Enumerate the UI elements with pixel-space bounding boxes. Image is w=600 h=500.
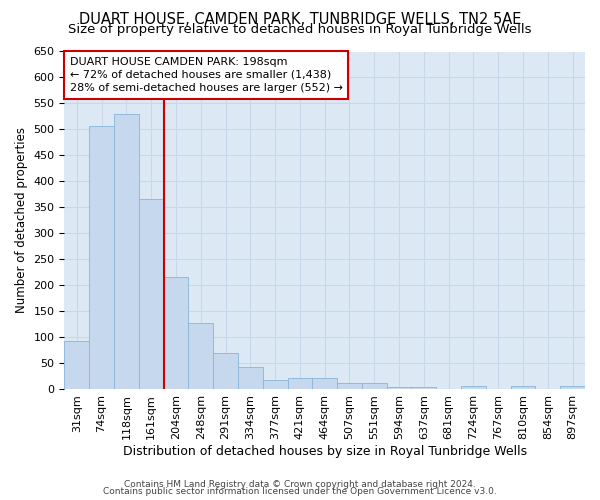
Bar — [386, 388, 412, 389]
Text: Size of property relative to detached houses in Royal Tunbridge Wells: Size of property relative to detached ho… — [68, 22, 532, 36]
Bar — [263, 380, 287, 389]
Bar — [560, 386, 585, 389]
Bar — [511, 386, 535, 389]
Bar — [164, 278, 188, 389]
Bar — [238, 366, 263, 389]
X-axis label: Distribution of detached houses by size in Royal Tunbridge Wells: Distribution of detached houses by size … — [122, 444, 527, 458]
Bar — [287, 378, 313, 389]
Text: Contains public sector information licensed under the Open Government Licence v3: Contains public sector information licen… — [103, 487, 497, 496]
Text: DUART HOUSE, CAMDEN PARK, TUNBRIDGE WELLS, TN2 5AE: DUART HOUSE, CAMDEN PARK, TUNBRIDGE WELL… — [79, 12, 521, 28]
Bar — [188, 323, 213, 389]
Bar — [461, 386, 486, 389]
Bar — [213, 352, 238, 389]
Y-axis label: Number of detached properties: Number of detached properties — [15, 127, 28, 313]
Bar — [337, 383, 362, 389]
Text: DUART HOUSE CAMDEN PARK: 198sqm
← 72% of detached houses are smaller (1,438)
28%: DUART HOUSE CAMDEN PARK: 198sqm ← 72% of… — [70, 56, 343, 93]
Bar — [64, 340, 89, 389]
Bar — [89, 126, 114, 389]
Bar — [313, 378, 337, 389]
Bar — [114, 114, 139, 389]
Bar — [362, 383, 386, 389]
Bar — [412, 388, 436, 389]
Bar — [139, 200, 164, 389]
Text: Contains HM Land Registry data © Crown copyright and database right 2024.: Contains HM Land Registry data © Crown c… — [124, 480, 476, 489]
